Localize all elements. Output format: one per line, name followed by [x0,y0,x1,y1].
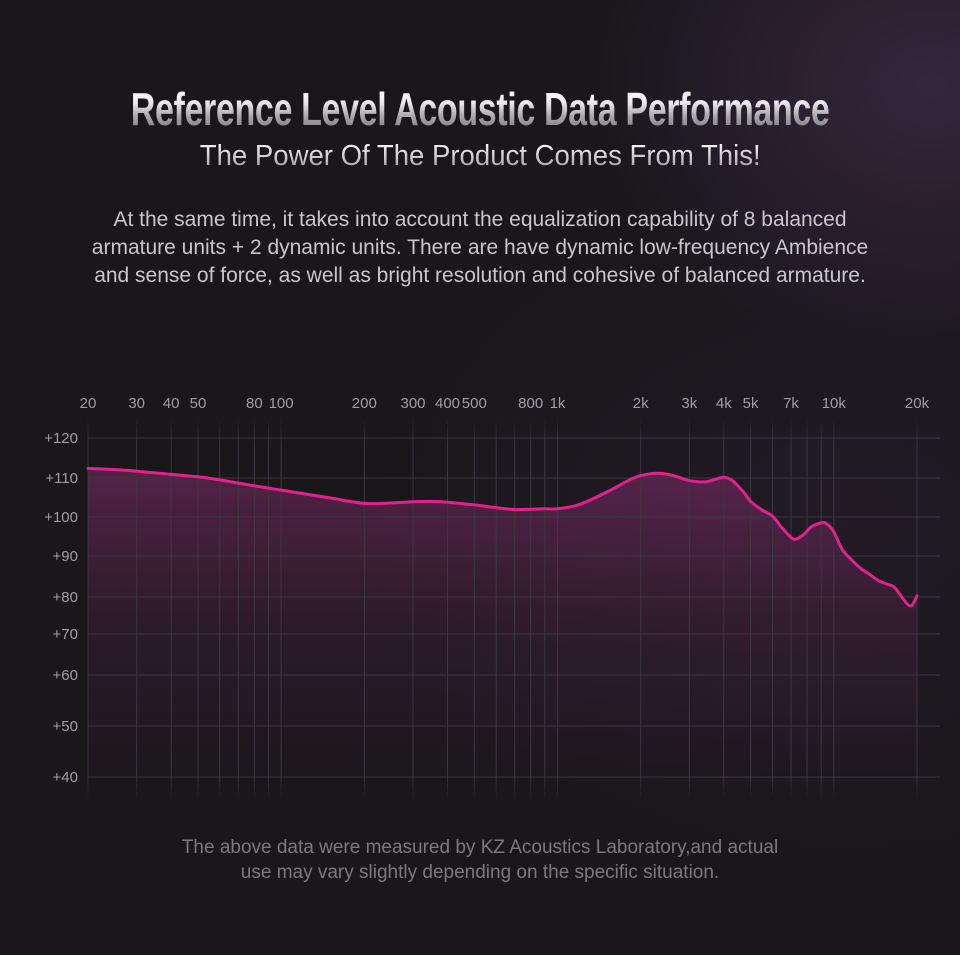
x-tick-label: 10k [822,395,847,412]
x-tick-label: 2k [633,395,649,412]
y-tick-label: +50 [53,718,78,735]
y-tick-label: +100 [44,509,78,526]
x-tick-label: 7k [783,395,799,412]
footnote: The above data were measured by KZ Acous… [0,835,960,885]
description-line: and sense of force, as well as bright re… [94,264,866,287]
description-line: At the same time, it takes into account … [113,208,847,231]
x-gridlines [87,418,918,800]
x-tick-label: 1k [550,395,566,412]
y-tick-label: +110 [45,470,78,487]
x-tick-label: 30 [128,395,145,412]
x-tick-label: 800 [518,395,543,412]
x-tick-label: 100 [269,395,294,412]
page-subtitle-text: The Power Of The Product Comes From This… [199,140,761,172]
description-paragraph: At the same time, it takes into account … [0,206,960,290]
page-subtitle: The Power Of The Product Comes From This… [0,140,960,173]
y-tick-label: +40 [53,769,78,786]
y-tick-label: +80 [53,589,78,606]
frequency-response-curve [86,466,919,608]
y-gridlines [88,437,940,778]
x-tick-label: 4k [716,395,732,412]
footnote-line: use may vary slightly depending on the s… [240,862,720,883]
x-tick-label: 5k [743,395,759,412]
x-axis-labels: 20 30 40 50 80 100 200 300 400 500 800 1k 2k 3k 4k 5k 7k… [80,395,930,412]
y-tick-label: +90 [53,548,78,565]
y-axis-labels: +120 +110 +100 +90 +80 +70 +60 +50 +40 [44,430,78,786]
x-tick-label: 3k [681,395,697,412]
x-tick-label: 40 [163,395,180,412]
page-title: Reference Level Acoustic Data Performanc… [0,82,960,136]
x-tick-label: 20 [80,395,97,412]
y-tick-label: +120 [44,430,78,447]
y-tick-label: +70 [53,626,78,643]
x-tick-label: 400 [435,395,460,412]
y-tick-label: +60 [53,667,78,684]
description-line: armature units + 2 dynamic units. There … [91,236,869,259]
x-tick-label: 300 [400,395,425,412]
x-tick-label: 20k [905,395,930,412]
x-tick-label: 50 [190,395,207,412]
x-tick-label: 80 [246,395,263,412]
x-tick-label: 500 [462,395,487,412]
x-tick-label: 200 [352,395,377,412]
page-title-text: Reference Level Acoustic Data Performanc… [130,83,830,135]
footnote-line: The above data were measured by KZ Acous… [181,837,779,858]
